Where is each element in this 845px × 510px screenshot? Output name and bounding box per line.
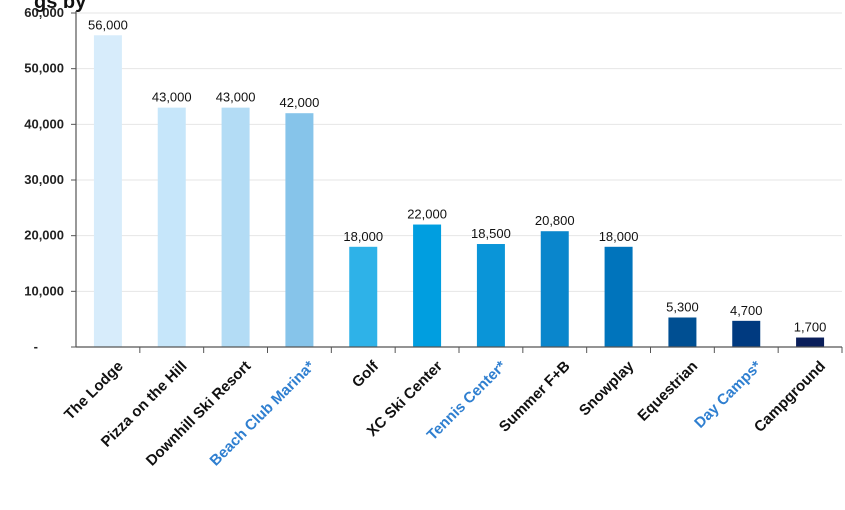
data-label: 43,000 (216, 90, 256, 105)
bars: 56,000 43,000 43,000 42,000 18,000 22,000 18,5… (88, 17, 827, 348)
bar (732, 320, 761, 347)
data-label: 18,000 (343, 229, 383, 244)
x-category-label: The Lodge (61, 358, 127, 424)
bar (413, 224, 442, 347)
x-category-label: Equestrian (634, 358, 701, 425)
x-category-label: Downhill Ski Resort (143, 358, 255, 470)
bar (796, 337, 825, 347)
bar (604, 246, 633, 347)
y-axis: - 10,000 20,000 30,000 40,000 50,000 60,000 (24, 5, 77, 354)
data-label: 42,000 (280, 95, 320, 110)
y-tick-label: 10,000 (24, 283, 64, 298)
x-category-label: Beach Club Marina* (207, 358, 319, 470)
data-label: 18,000 (599, 229, 639, 244)
y-tick-label: - (34, 339, 38, 354)
data-label: 56,000 (88, 17, 128, 32)
bar (349, 246, 378, 347)
gridlines (76, 12, 842, 292)
x-category-label: Snowplay (576, 357, 638, 419)
y-tick-label: 30,000 (24, 172, 64, 187)
bar (476, 244, 505, 347)
data-label: 4,700 (730, 303, 763, 318)
bar (540, 231, 569, 347)
bar (668, 317, 697, 347)
bar (221, 107, 250, 347)
y-tick-label: 60,000 (24, 5, 64, 20)
data-label: 18,500 (471, 226, 511, 241)
bar (285, 113, 314, 347)
data-label: 5,300 (666, 299, 699, 314)
y-tick-label: 20,000 (24, 228, 64, 243)
y-tick-label: 50,000 (24, 61, 64, 76)
data-label: 20,800 (535, 213, 575, 228)
data-label: 1,700 (794, 320, 827, 335)
bar (157, 107, 186, 347)
chart-title: gs by (34, 0, 87, 13)
data-label: 22,000 (407, 207, 447, 222)
bar (93, 35, 122, 348)
data-label: 43,000 (152, 90, 192, 105)
x-category-label: Golf (349, 357, 383, 391)
y-tick-label: 40,000 (24, 116, 64, 131)
